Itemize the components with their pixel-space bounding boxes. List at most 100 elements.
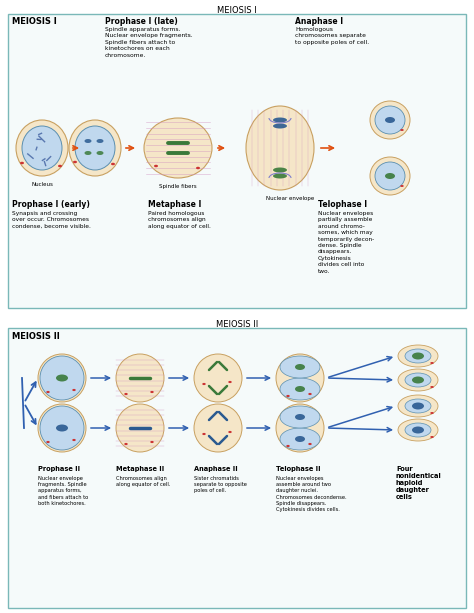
Ellipse shape bbox=[124, 393, 128, 395]
Ellipse shape bbox=[412, 427, 424, 433]
Text: Sister chromatids
separate to opposite
poles of cell.: Sister chromatids separate to opposite p… bbox=[194, 476, 247, 493]
Ellipse shape bbox=[38, 354, 86, 402]
Text: Metaphase II: Metaphase II bbox=[116, 466, 164, 472]
Ellipse shape bbox=[150, 391, 154, 393]
Ellipse shape bbox=[295, 436, 305, 442]
Text: Nuclear envelopes
assemble around two
daughter nuclei.
Chromosomes decondense.
S: Nuclear envelopes assemble around two da… bbox=[276, 476, 346, 512]
Ellipse shape bbox=[246, 106, 314, 190]
Ellipse shape bbox=[405, 373, 431, 387]
Ellipse shape bbox=[196, 167, 200, 169]
Ellipse shape bbox=[273, 167, 287, 172]
Ellipse shape bbox=[280, 356, 320, 378]
Ellipse shape bbox=[400, 185, 404, 187]
Ellipse shape bbox=[56, 424, 68, 432]
Ellipse shape bbox=[370, 101, 410, 139]
FancyBboxPatch shape bbox=[8, 328, 466, 608]
Ellipse shape bbox=[273, 173, 287, 178]
Ellipse shape bbox=[398, 369, 438, 391]
Ellipse shape bbox=[194, 354, 242, 402]
Ellipse shape bbox=[398, 419, 438, 441]
Ellipse shape bbox=[202, 383, 206, 385]
Text: Prophase I (late): Prophase I (late) bbox=[105, 17, 178, 26]
Ellipse shape bbox=[273, 123, 287, 129]
Text: Telophase II: Telophase II bbox=[276, 466, 320, 472]
Ellipse shape bbox=[398, 345, 438, 367]
Ellipse shape bbox=[295, 386, 305, 392]
Ellipse shape bbox=[202, 433, 206, 435]
Ellipse shape bbox=[286, 445, 290, 447]
Ellipse shape bbox=[56, 375, 68, 381]
Ellipse shape bbox=[430, 436, 434, 438]
Ellipse shape bbox=[116, 404, 164, 452]
Text: MEIOSIS I: MEIOSIS I bbox=[217, 6, 257, 15]
Ellipse shape bbox=[375, 162, 405, 190]
Text: Four
nonidentical
haploid
daughter
cells: Four nonidentical haploid daughter cells bbox=[396, 466, 442, 500]
Text: Nuclear envelope
fragments. Spindle
apparatus forms,
and fibers attach to
both k: Nuclear envelope fragments. Spindle appa… bbox=[38, 476, 88, 506]
Text: Nuclear envelopes
partially assemble
around chromo-
somes, which may
temporarily: Nuclear envelopes partially assemble aro… bbox=[318, 211, 374, 273]
Ellipse shape bbox=[295, 414, 305, 420]
Ellipse shape bbox=[111, 162, 115, 166]
Ellipse shape bbox=[400, 129, 404, 131]
Text: Homologous
chromosomes separate
to opposite poles of cell.: Homologous chromosomes separate to oppos… bbox=[295, 27, 369, 45]
Text: Spindle apparatus forms.
Nuclear envelope fragments.
Spindle fibers attach to
ki: Spindle apparatus forms. Nuclear envelop… bbox=[105, 27, 192, 58]
Ellipse shape bbox=[46, 441, 50, 443]
Ellipse shape bbox=[228, 381, 232, 383]
Ellipse shape bbox=[385, 173, 395, 179]
Ellipse shape bbox=[308, 443, 312, 445]
Ellipse shape bbox=[273, 118, 287, 123]
Ellipse shape bbox=[280, 406, 320, 428]
Ellipse shape bbox=[370, 157, 410, 195]
Ellipse shape bbox=[97, 139, 103, 143]
Ellipse shape bbox=[276, 404, 324, 452]
Ellipse shape bbox=[405, 399, 431, 413]
Ellipse shape bbox=[280, 378, 320, 400]
Ellipse shape bbox=[38, 404, 86, 452]
Ellipse shape bbox=[84, 151, 91, 155]
Ellipse shape bbox=[412, 403, 424, 409]
Ellipse shape bbox=[154, 165, 158, 167]
Ellipse shape bbox=[75, 126, 115, 170]
Text: Prophase II: Prophase II bbox=[38, 466, 80, 472]
Text: Anaphase II: Anaphase II bbox=[194, 466, 238, 472]
Ellipse shape bbox=[20, 162, 24, 164]
Text: Nucleus: Nucleus bbox=[31, 182, 53, 187]
Ellipse shape bbox=[40, 406, 84, 450]
Ellipse shape bbox=[308, 393, 312, 395]
Text: MEIOSIS II: MEIOSIS II bbox=[12, 332, 60, 341]
Text: MEIOSIS II: MEIOSIS II bbox=[216, 320, 258, 329]
Ellipse shape bbox=[73, 161, 77, 163]
Ellipse shape bbox=[276, 354, 324, 402]
Ellipse shape bbox=[16, 120, 68, 176]
Ellipse shape bbox=[405, 423, 431, 437]
Ellipse shape bbox=[430, 386, 434, 388]
Text: Chromosomes align
along equator of cell.: Chromosomes align along equator of cell. bbox=[116, 476, 171, 487]
Text: Anaphase I: Anaphase I bbox=[295, 17, 343, 26]
Ellipse shape bbox=[40, 356, 84, 400]
Ellipse shape bbox=[430, 412, 434, 414]
Text: MEIOSIS I: MEIOSIS I bbox=[12, 17, 57, 26]
Ellipse shape bbox=[430, 362, 434, 364]
Ellipse shape bbox=[228, 431, 232, 433]
Text: Metaphase I: Metaphase I bbox=[148, 200, 201, 209]
Ellipse shape bbox=[144, 118, 212, 178]
Ellipse shape bbox=[150, 441, 154, 443]
Text: Nuclear envelope: Nuclear envelope bbox=[266, 196, 314, 201]
Ellipse shape bbox=[97, 151, 103, 155]
Text: Telophase I: Telophase I bbox=[318, 200, 367, 209]
Ellipse shape bbox=[69, 120, 121, 176]
Ellipse shape bbox=[412, 352, 424, 359]
Ellipse shape bbox=[375, 106, 405, 134]
Ellipse shape bbox=[124, 443, 128, 445]
Ellipse shape bbox=[84, 139, 91, 143]
Ellipse shape bbox=[22, 126, 62, 170]
Ellipse shape bbox=[398, 395, 438, 417]
Ellipse shape bbox=[72, 389, 76, 391]
FancyBboxPatch shape bbox=[8, 14, 466, 308]
Ellipse shape bbox=[385, 117, 395, 123]
Ellipse shape bbox=[280, 428, 320, 450]
Ellipse shape bbox=[405, 349, 431, 363]
Ellipse shape bbox=[295, 364, 305, 370]
Ellipse shape bbox=[46, 391, 50, 393]
Text: Spindle fibers: Spindle fibers bbox=[159, 184, 197, 189]
Ellipse shape bbox=[58, 165, 62, 167]
